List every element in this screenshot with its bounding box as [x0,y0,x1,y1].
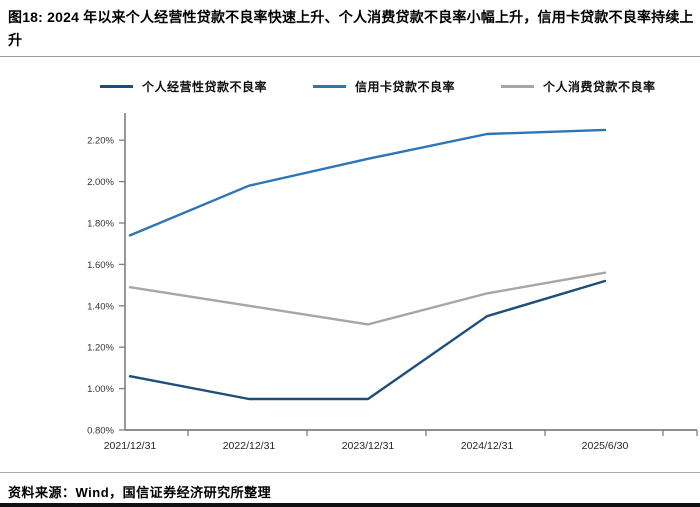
title-divider [0,56,700,57]
y-tick-label: 1.60% [87,260,114,271]
y-tick-label: 2.20% [87,136,114,147]
y-tick-label: 1.80% [87,219,114,230]
legend-label: 个人经营性贷款不良率 [142,80,268,94]
legend-label: 个人消费贷款不良率 [543,80,656,94]
legend-line-swatch [100,85,133,88]
figure-source: 资料来源：Wind，国信证券经济研究所整理 [8,485,272,500]
y-tick-label: 1.20% [87,343,114,354]
legend-item-1: 信用卡贷款不良率 [313,78,455,95]
page-bottom-edge [0,503,700,507]
figure-title: 图18: 2024 年以来个人经营性贷款不良率快速上升、个人消费贷款不良率小幅上… [8,9,694,49]
legend-label: 信用卡贷款不良率 [355,80,456,94]
legend-line-swatch [501,85,535,88]
chart-legend: 个人经营性贷款不良率 信用卡贷款不良率 个人消费贷款不良率 [100,78,656,95]
y-tick-label: 1.40% [87,301,114,312]
series-line-信用卡贷款不良率 [128,128,607,237]
x-tick-label: 2021/12/31 [104,440,157,452]
x-tick-label: 2022/12/31 [223,440,276,452]
x-tick-label: 2023/12/31 [342,440,395,452]
chart-area: 0.80% 1.00% 1.20% 1.40% 1.60% 1.80% 2.00% 2.20%… [0,100,700,460]
series-line-个人经营性贷款不良率 [128,279,607,401]
legend-item-0: 个人经营性贷款不良率 [100,78,267,95]
legend-item-2: 个人消费贷款不良率 [501,78,656,95]
y-tick-label: 0.80% [87,426,114,437]
source-divider [0,472,700,473]
x-tick-label: 2025/6/30 [582,440,629,452]
x-tick-label: 2024/12/31 [461,440,514,452]
legend-line-swatch [313,85,347,88]
line-chart: 0.80% 1.00% 1.20% 1.40% 1.60% 1.80% 2.00% 2.20%… [87,113,698,452]
series-line-个人消费贷款不良率 [128,271,607,326]
y-tick-label: 1.00% [87,384,114,395]
y-tick-label: 2.00% [87,177,114,188]
